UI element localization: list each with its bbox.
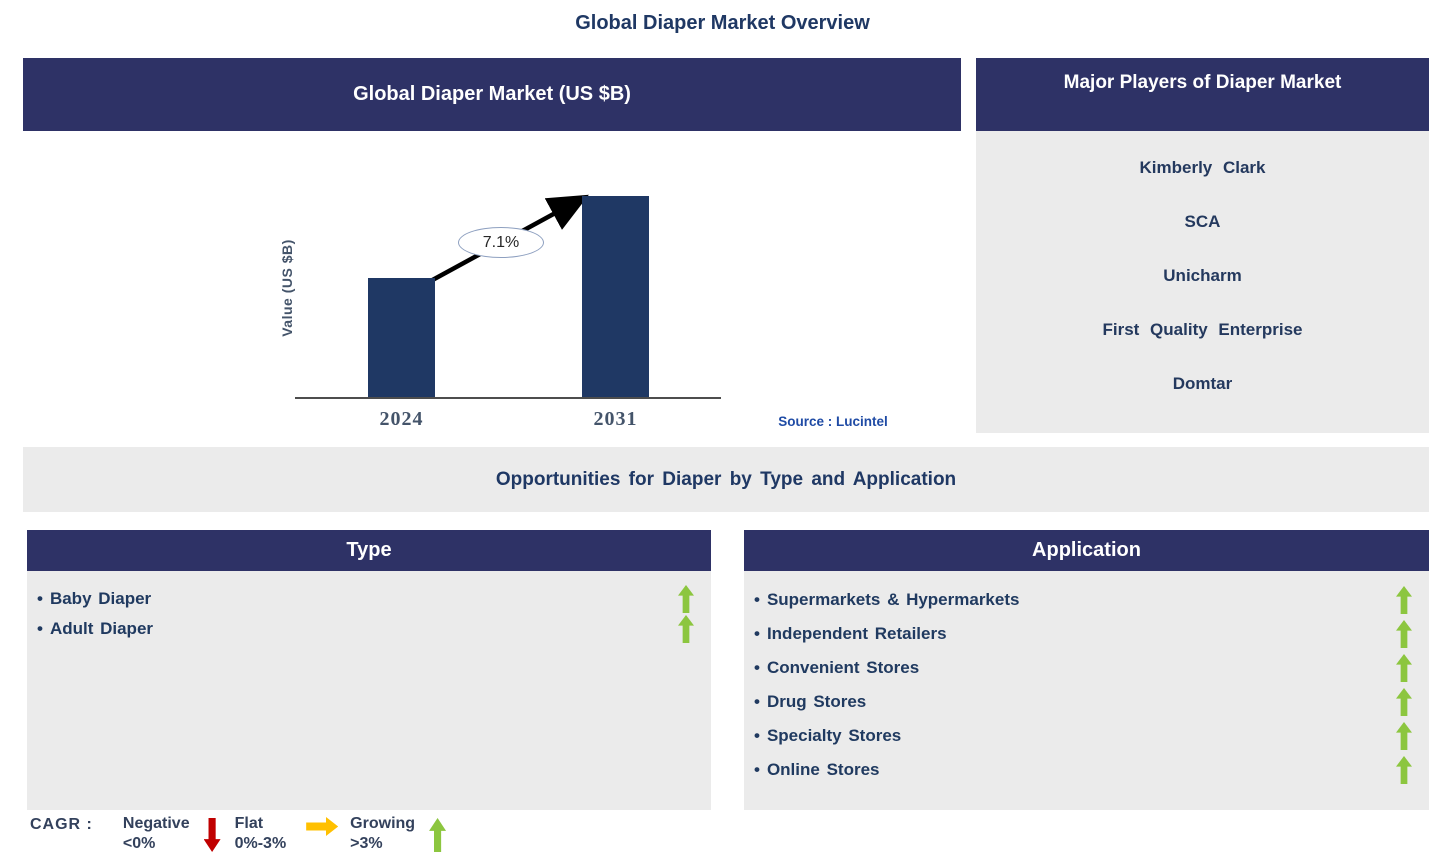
players-panel-title: Major Players of Diaper Market: [1063, 72, 1342, 93]
list-item: Domtar: [1172, 374, 1233, 393]
players-list: Kimberly Clark SCA Unicharm First Qualit…: [976, 131, 1429, 433]
list-item: • Independent Retailers: [744, 617, 1429, 651]
bar-chart: Value (US $B) 7.1% 2024 2031 Source : Lu…: [23, 131, 961, 445]
opportunities-title: Opportunities for Diaper by Type and App…: [23, 447, 1429, 512]
bullet-icon: •: [754, 692, 760, 711]
list-item: Kimberly Clark: [1139, 158, 1266, 177]
list-item: • Adult Diaper: [27, 614, 711, 644]
list-item: First Quality Enterprise: [1102, 320, 1303, 339]
bar-2031: [582, 196, 649, 397]
growing-up-arrow-icon: [429, 818, 447, 852]
list-item: • Convenient Stores: [744, 651, 1429, 685]
legend-name: Flat: [234, 815, 264, 832]
application-list: • Supermarkets & Hypermarkets • Independ…: [744, 571, 1429, 810]
bullet-icon: •: [754, 726, 760, 745]
list-item: • Specialty Stores: [744, 719, 1429, 753]
growing-up-arrow-icon: [678, 585, 694, 613]
application-panel-header: Application: [744, 530, 1429, 571]
flat-right-arrow-icon: [306, 817, 339, 836]
legend-range: >3%: [350, 835, 383, 852]
list-item: Unicharm: [1163, 266, 1242, 285]
type-panel-title: Type: [346, 539, 392, 561]
bullet-icon: •: [754, 624, 760, 643]
legend-range: 0%-3%: [234, 835, 287, 852]
bullet-icon: •: [754, 760, 760, 779]
legend-entry-growing: Growing >3%: [350, 814, 447, 854]
cagr-value: 7.1%: [482, 233, 520, 251]
growing-up-arrow-icon: [1396, 756, 1412, 784]
growing-up-arrow-icon: [678, 615, 694, 643]
negative-down-arrow-icon: [203, 818, 221, 852]
chart-panel-title: Global Diaper Market (US $B): [353, 83, 631, 105]
legend-range: <0%: [122, 835, 156, 852]
x-tick-2031: 2031: [593, 408, 638, 430]
page-title: Global Diaper Market Overview: [575, 12, 870, 34]
growing-up-arrow-icon: [1396, 586, 1412, 614]
cagr-legend: CAGR : Negative <0% Flat 0%-3% Growing >…: [30, 814, 447, 854]
list-item: • Drug Stores: [744, 685, 1429, 719]
cagr-annotation: 7.1%: [458, 227, 544, 258]
bar-2024: [368, 278, 435, 397]
list-item: • Supermarkets & Hypermarkets: [744, 583, 1429, 617]
application-panel-title: Application: [1032, 539, 1141, 561]
chart-panel-header: Global Diaper Market (US $B): [23, 58, 961, 131]
bullet-icon: •: [37, 619, 43, 638]
x-axis-line: [295, 397, 721, 399]
growing-up-arrow-icon: [1396, 620, 1412, 648]
legend-entry-negative: Negative <0%: [123, 814, 235, 854]
x-tick-2024: 2024: [379, 408, 424, 430]
legend-entry-flat: Flat 0%-3%: [235, 814, 351, 854]
growing-up-arrow-icon: [1396, 654, 1412, 682]
list-item: • Online Stores: [744, 753, 1429, 787]
bullet-icon: •: [754, 590, 760, 609]
bullet-icon: •: [37, 589, 43, 608]
type-list: • Baby Diaper • Adult Diaper: [27, 571, 711, 810]
list-item: SCA: [1184, 212, 1221, 231]
growing-up-arrow-icon: [1396, 688, 1412, 716]
players-panel-header: Major Players of Diaper Market: [976, 58, 1429, 131]
growing-up-arrow-icon: [1396, 722, 1412, 750]
legend-label: CAGR :: [30, 816, 93, 833]
type-panel-header: Type: [27, 530, 711, 571]
list-item: • Baby Diaper: [27, 584, 711, 614]
source-note: Source : Lucintel: [778, 414, 888, 429]
legend-name: Negative: [122, 815, 190, 832]
bullet-icon: •: [754, 658, 760, 677]
legend-name: Growing: [350, 815, 416, 832]
